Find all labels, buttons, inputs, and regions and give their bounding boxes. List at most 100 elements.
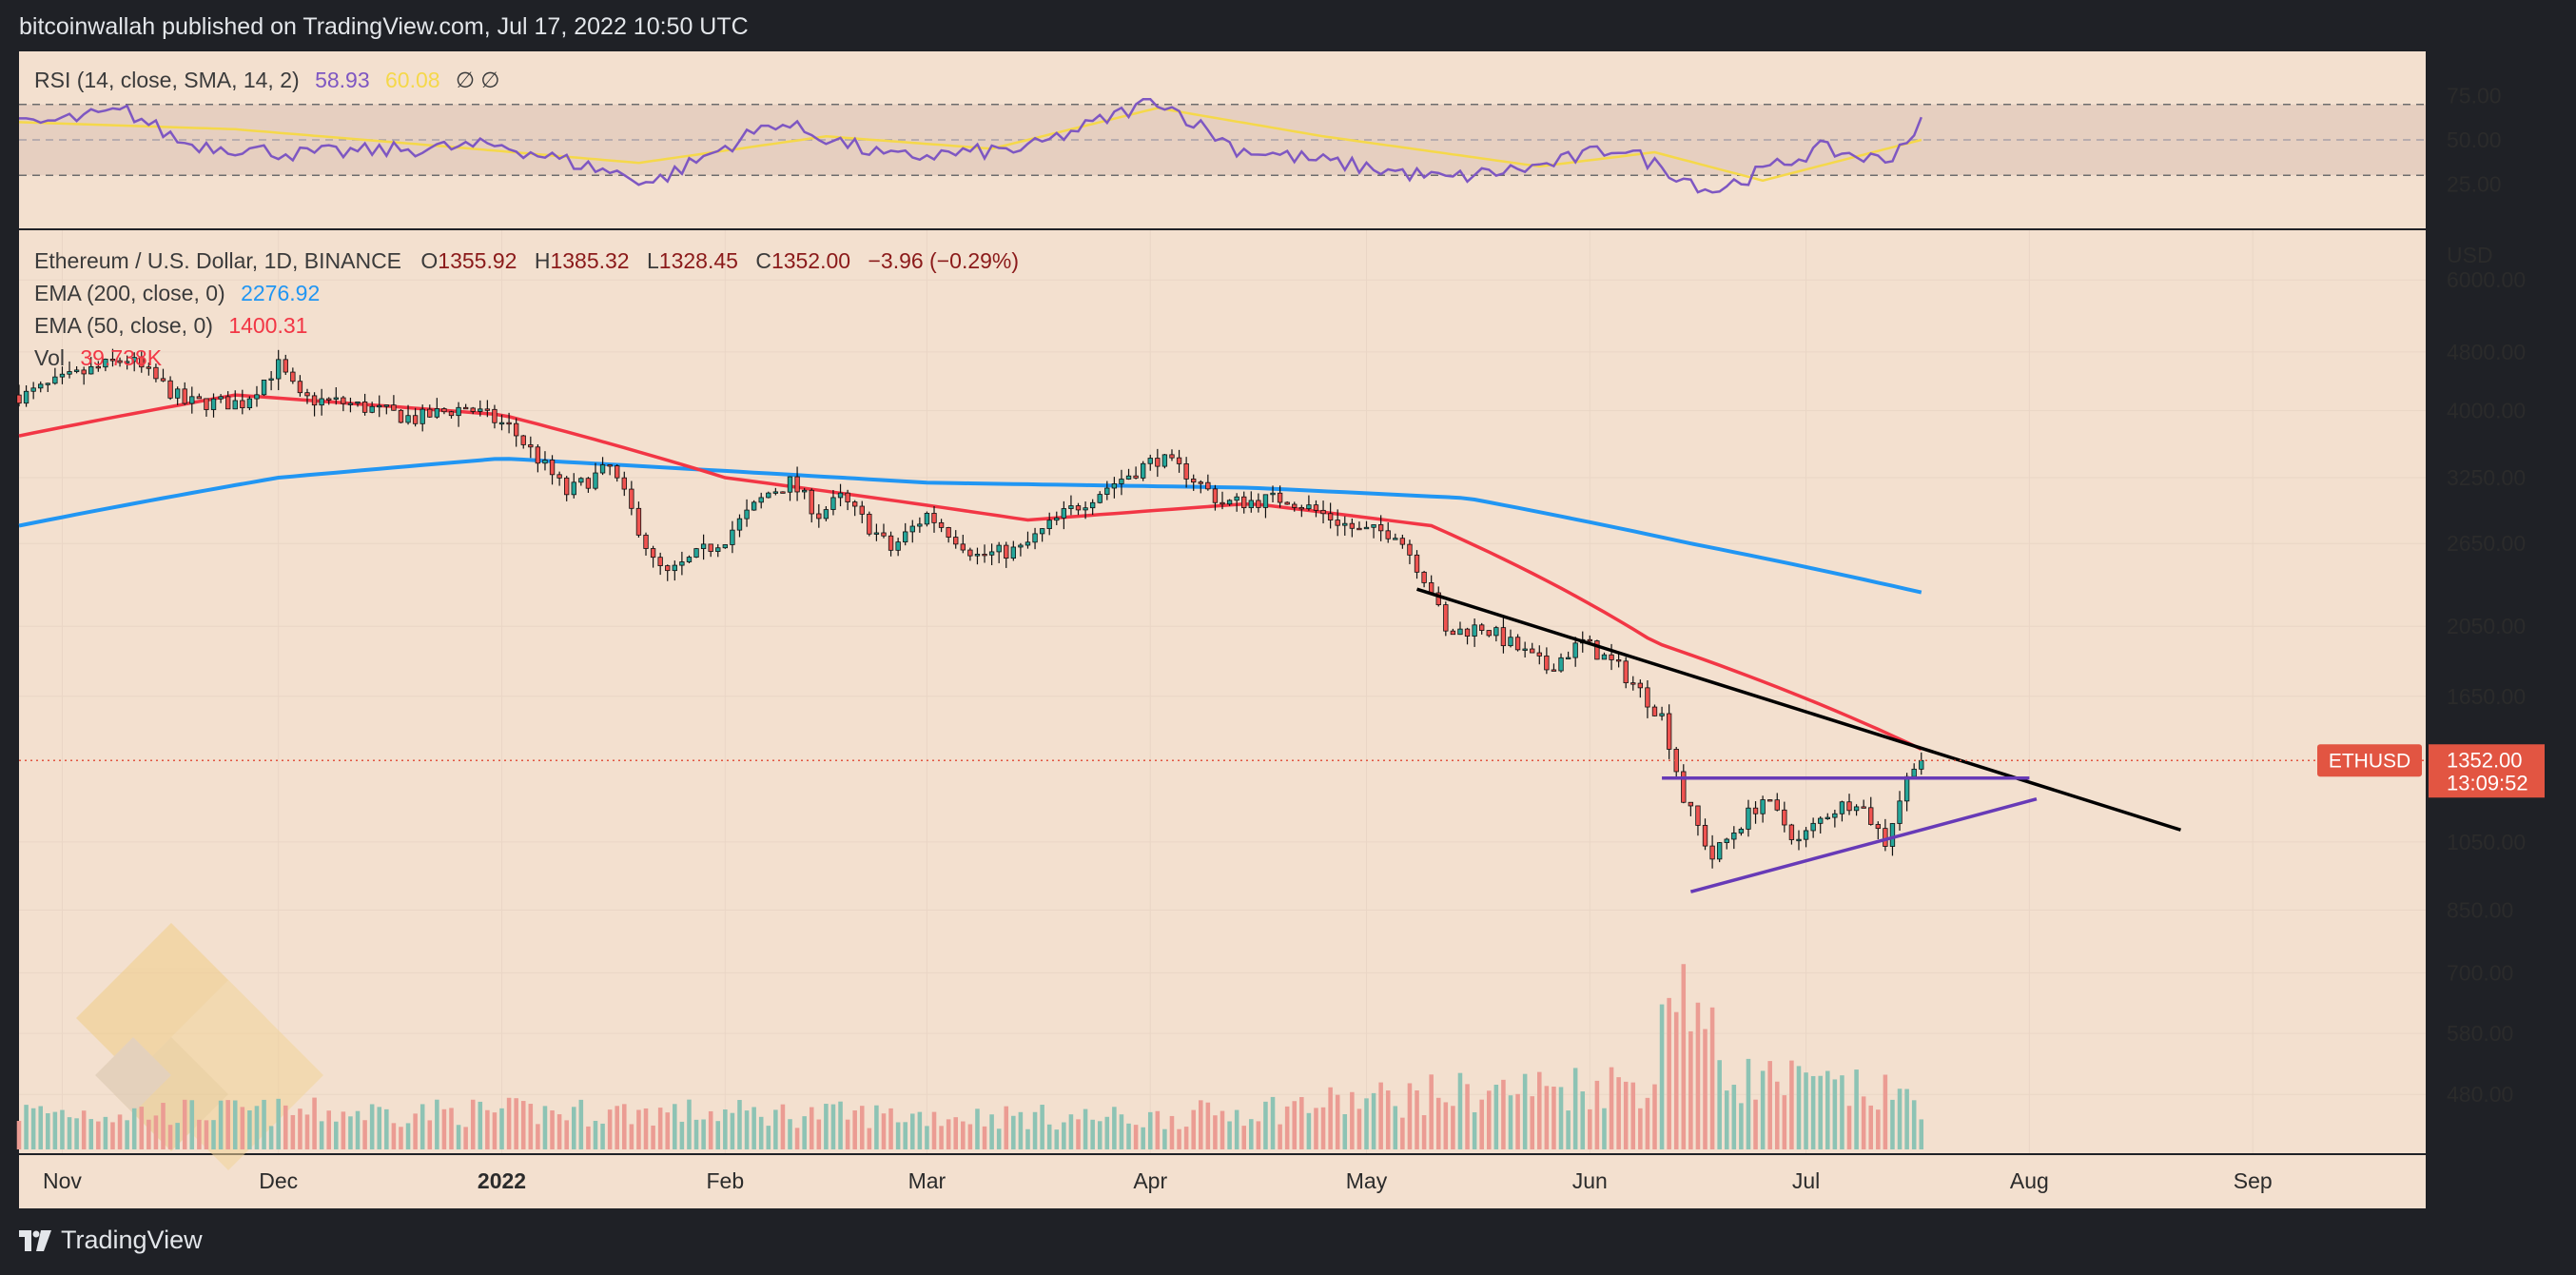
- candle: [355, 401, 361, 404]
- candle: [1522, 648, 1528, 651]
- candle: [1097, 494, 1103, 503]
- candle: [917, 523, 923, 527]
- candle: [1651, 706, 1658, 716]
- volume-bar: [802, 1116, 807, 1149]
- candle: [1601, 654, 1608, 660]
- candle: [492, 408, 498, 423]
- candle: [1277, 492, 1283, 503]
- candle: [1746, 807, 1751, 830]
- volume-bar: [110, 1122, 115, 1149]
- candle: [585, 478, 592, 489]
- candle: [81, 369, 87, 375]
- volume-bar: [514, 1098, 518, 1149]
- volume-bar: [362, 1120, 367, 1149]
- volume-bar: [996, 1128, 1002, 1149]
- ohlc-low: 1328.45: [659, 248, 738, 273]
- candle: [1609, 654, 1614, 660]
- time-axis-labels: Nov Dec 2022 Feb Mar Apr May Jun Jul Aug Sep: [43, 1168, 2273, 1193]
- time-axis-label: May: [1346, 1168, 1388, 1193]
- price-scale-label: 2650.00: [2447, 531, 2526, 556]
- candle: [1752, 807, 1759, 814]
- price-tag-symbol: ETHUSD: [2329, 750, 2410, 772]
- candle: [1234, 496, 1239, 501]
- candle: [290, 371, 296, 382]
- candle: [1435, 592, 1441, 605]
- candle: [1508, 637, 1513, 647]
- volume-bar: [16, 1121, 22, 1149]
- candle: [391, 404, 397, 411]
- volume-bar: [153, 1115, 159, 1149]
- volume-bar: [838, 1101, 843, 1149]
- volume-bar: [146, 1119, 151, 1149]
- price-scale-label: 850.00: [2447, 898, 2513, 923]
- tradingview-brand: TradingView: [61, 1226, 203, 1254]
- volume-bar: [975, 1108, 980, 1149]
- candle: [1774, 799, 1780, 811]
- candle: [665, 565, 671, 572]
- candle: [1147, 458, 1153, 464]
- volume-bar: [1897, 1089, 1903, 1149]
- time-axis[interactable]: [19, 1155, 2426, 1208]
- candle: [347, 402, 354, 405]
- price-scale-label: 1050.00: [2447, 830, 2526, 854]
- volume-bar: [1415, 1090, 1419, 1149]
- candle: [629, 488, 634, 509]
- candle: [1068, 505, 1074, 509]
- candle: [967, 549, 973, 557]
- candle: [1645, 687, 1650, 708]
- candle: [801, 489, 808, 493]
- volume-bar: [1220, 1110, 1225, 1149]
- ohlc-close: 1352.00: [771, 248, 850, 273]
- volume-bar: [1457, 1072, 1463, 1149]
- candle: [1500, 627, 1507, 647]
- volume-bar: [1328, 1087, 1333, 1149]
- volume-bar: [989, 1114, 994, 1149]
- volume-bar: [499, 1108, 504, 1149]
- volume-bar: [1018, 1111, 1024, 1149]
- volume-bar: [687, 1099, 692, 1149]
- volume-bar: [1320, 1107, 1326, 1149]
- candle: [1709, 845, 1715, 860]
- candle: [621, 477, 627, 490]
- candle: [1903, 775, 1910, 802]
- volume-bar: [593, 1120, 598, 1149]
- volume-bar: [1594, 1080, 1600, 1149]
- time-axis-label: 2022: [478, 1168, 526, 1193]
- volume-bar: [240, 1107, 245, 1149]
- candle: [1731, 832, 1737, 840]
- volume-bar: [52, 1111, 58, 1149]
- volume-bar: [413, 1113, 418, 1149]
- volume-bar: [1183, 1127, 1189, 1149]
- candle: [1371, 524, 1376, 528]
- volume-bar: [1054, 1129, 1060, 1149]
- volume-bar: [845, 1119, 850, 1149]
- candle: [30, 387, 36, 392]
- price-pane[interactable]: [19, 230, 2426, 1153]
- volume-bar: [1356, 1108, 1362, 1149]
- candle: [1393, 538, 1398, 540]
- volume-bar: [867, 1128, 872, 1149]
- candle: [224, 396, 231, 410]
- volume-bar: [1213, 1115, 1218, 1149]
- ema200-legend-value: 2276.92: [241, 281, 320, 305]
- volume-bar: [1241, 1126, 1246, 1149]
- volume-bar: [967, 1124, 973, 1149]
- volume-bar: [982, 1126, 987, 1149]
- tradingview-footer: TradingView: [19, 1226, 203, 1255]
- candle: [578, 478, 584, 483]
- volume-bar: [1314, 1108, 1318, 1149]
- candle: [700, 543, 707, 550]
- candle: [1032, 533, 1038, 543]
- volume-bar: [1443, 1102, 1449, 1149]
- candle: [960, 543, 966, 551]
- candle: [1565, 657, 1571, 660]
- volume-bar: [139, 1107, 145, 1149]
- volume-bar: [1465, 1084, 1470, 1149]
- rsi-legend-sma-value: 60.08: [385, 68, 440, 92]
- volume-bar: [60, 1109, 65, 1149]
- candle: [1810, 822, 1816, 832]
- volume-bar: [1378, 1082, 1383, 1149]
- symbol-legend: Ethereum / U.S. Dollar, 1D, BINANCE O135…: [34, 248, 1019, 273]
- volume-bar: [1767, 1061, 1772, 1149]
